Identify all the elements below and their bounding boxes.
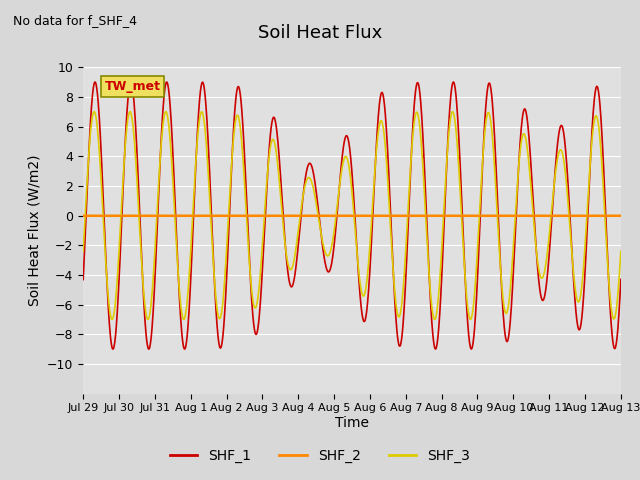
SHF_1 (79, 276, 87, 282)
X-axis label: Time: Time (335, 416, 369, 430)
SHF_3 (143, 314, 150, 320)
SHF_2 (121, 213, 129, 218)
SHF_2 (328, 213, 336, 218)
SHF_3 (121, 149, 129, 155)
SHF_2 (617, 213, 625, 218)
Line: SHF_1: SHF_1 (83, 82, 621, 349)
SHF_3 (144, 316, 152, 322)
SHF_1 (386, 193, 394, 199)
SHF_2 (319, 213, 326, 218)
SHF_3 (386, 206, 394, 212)
SHF_2 (385, 213, 393, 218)
SHF_1 (319, 248, 327, 253)
SHF_1 (91, 79, 99, 85)
SHF_1 (329, 253, 337, 259)
Line: SHF_3: SHF_3 (83, 112, 621, 319)
SHF_2 (307, 213, 315, 218)
Text: TW_met: TW_met (105, 80, 161, 93)
SHF_3 (308, 179, 316, 185)
SHF_1 (109, 346, 117, 352)
SHF_1 (308, 164, 316, 170)
Y-axis label: Soil Heat Flux (W/m2): Soil Heat Flux (W/m2) (28, 155, 42, 306)
SHF_3 (79, 248, 87, 254)
SHF_3 (319, 240, 326, 246)
SHF_3 (617, 248, 625, 254)
SHF_1 (617, 276, 625, 282)
SHF_2 (79, 213, 87, 218)
SHF_3 (328, 239, 336, 245)
SHF_1 (143, 342, 151, 348)
SHF_3 (449, 109, 456, 115)
Legend: SHF_1, SHF_2, SHF_3: SHF_1, SHF_2, SHF_3 (164, 443, 476, 468)
SHF_1 (122, 133, 129, 139)
SHF_2 (143, 213, 150, 218)
Text: Soil Heat Flux: Soil Heat Flux (258, 24, 382, 42)
Text: No data for f_SHF_4: No data for f_SHF_4 (13, 14, 137, 27)
